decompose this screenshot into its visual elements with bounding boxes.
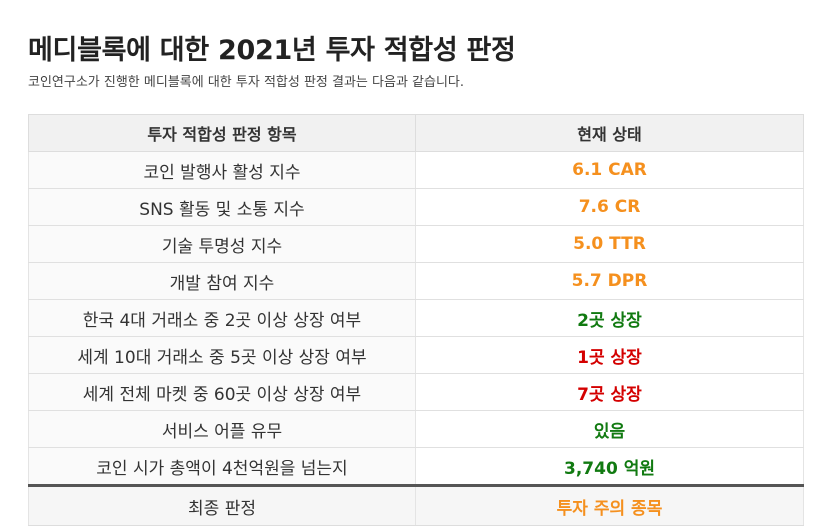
row-label: 기술 투명성 지수 (28, 225, 416, 263)
table-row: 코인 발행사 활성 지수 6.1 CAR (28, 151, 804, 189)
row-value: 있음 (415, 410, 804, 448)
final-verdict-label: 최종 판정 (28, 484, 416, 526)
page-subtitle: 코인연구소가 진행한 메디블록에 대한 투자 적합성 판정 결과는 다음과 같습… (28, 75, 465, 90)
row-label: 한국 4대 거래소 중 2곳 이상 상장 여부 (28, 299, 416, 337)
table-header-row: 투자 적합성 판정 항목 현재 상태 (28, 114, 804, 152)
row-label: 서비스 어플 유무 (28, 410, 416, 448)
table-row: 개발 참여 지수 5.7 DPR (28, 262, 804, 300)
table-row: 코인 시가 총액이 4천억원을 넘는지 3,740 억원 (28, 447, 804, 486)
header-criteria: 투자 적합성 판정 항목 (28, 114, 416, 152)
row-value: 2곳 상장 (415, 299, 804, 337)
row-value: 7.6 CR (415, 188, 804, 226)
row-value: 6.1 CAR (415, 151, 804, 189)
table-row: SNS 활동 및 소통 지수 7.6 CR (28, 188, 804, 226)
table-row: 세계 10대 거래소 중 5곳 이상 상장 여부 1곳 상장 (28, 336, 804, 374)
header-status: 현재 상태 (415, 114, 804, 152)
row-label: SNS 활동 및 소통 지수 (28, 188, 416, 226)
table-row: 기술 투명성 지수 5.0 TTR (28, 225, 804, 263)
row-label: 코인 발행사 활성 지수 (28, 151, 416, 189)
row-value: 5.0 TTR (415, 225, 804, 263)
final-verdict-value: 투자 주의 종목 (415, 484, 804, 526)
row-label: 세계 전체 마켓 중 60곳 이상 상장 여부 (28, 373, 416, 411)
row-value: 1곳 상장 (415, 336, 804, 374)
row-value: 5.7 DPR (415, 262, 804, 300)
row-label: 개발 참여 지수 (28, 262, 416, 300)
suitability-table: 투자 적합성 판정 항목 현재 상태 코인 발행사 활성 지수 6.1 CAR … (28, 114, 804, 526)
table-row: 서비스 어플 유무 있음 (28, 410, 804, 448)
page-title: 메디블록에 대한 2021년 투자 적합성 판정 (28, 35, 516, 67)
row-label: 세계 10대 거래소 중 5곳 이상 상장 여부 (28, 336, 416, 374)
row-label: 코인 시가 총액이 4천억원을 넘는지 (28, 447, 416, 486)
row-value: 7곳 상장 (415, 373, 804, 411)
row-value: 3,740 억원 (415, 447, 804, 486)
final-verdict-row: 최종 판정 투자 주의 종목 (28, 484, 804, 526)
table-row: 세계 전체 마켓 중 60곳 이상 상장 여부 7곳 상장 (28, 373, 804, 411)
table-row: 한국 4대 거래소 중 2곳 이상 상장 여부 2곳 상장 (28, 299, 804, 337)
